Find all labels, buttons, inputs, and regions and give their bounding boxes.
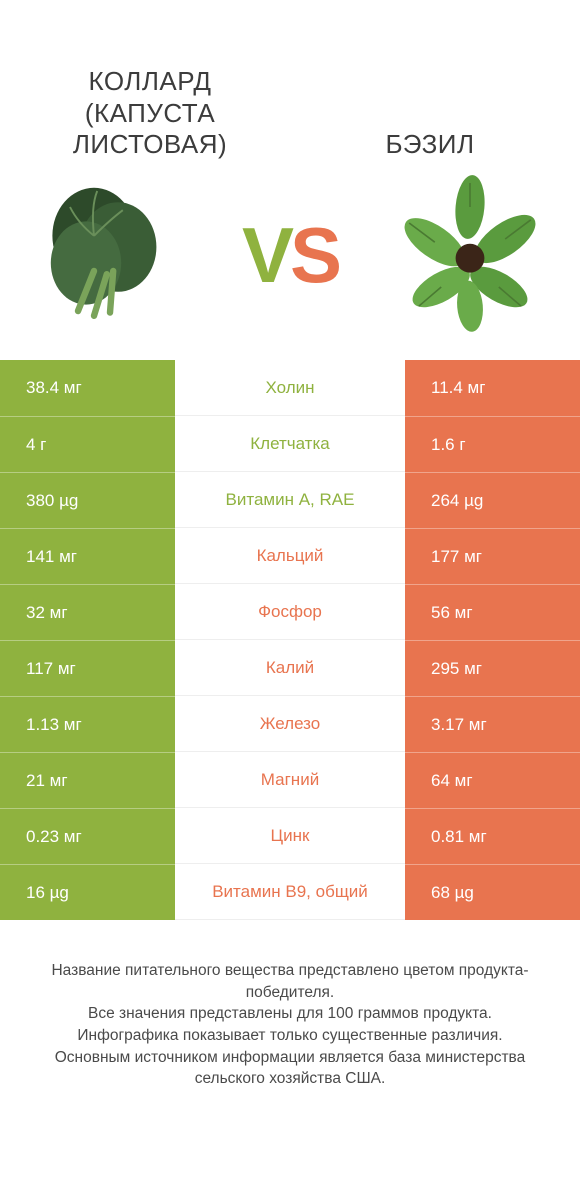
right-value-cell: 177 мг <box>405 528 580 584</box>
left-value-cell: 4 г <box>0 416 175 472</box>
nutrient-label: Магний <box>175 752 405 808</box>
right-value-cell: 0.81 мг <box>405 808 580 864</box>
nutrient-label: Витамин A, RAE <box>175 472 405 528</box>
footer-line: Название питательного вещества представл… <box>30 960 550 1003</box>
nutrient-label: Витамин B9, общий <box>175 864 405 920</box>
left-product-title: КОЛЛАРД (КАПУСТА ЛИСТОВАЯ) <box>40 66 260 160</box>
footer-line: Все значения представлены для 100 граммо… <box>30 1003 550 1025</box>
comparison-table: 38.4 мгХолин11.4 мг4 гКлетчатка1.6 г380 … <box>0 360 580 920</box>
nutrient-label: Холин <box>175 360 405 416</box>
table-row: 32 мгФосфор56 мг <box>0 584 580 640</box>
table-row: 380 µgВитамин A, RAE264 µg <box>0 472 580 528</box>
footer-notes: Название питательного вещества представл… <box>0 920 580 1090</box>
vs-s: S <box>290 211 338 299</box>
right-value-cell: 264 µg <box>405 472 580 528</box>
nutrient-label: Фосфор <box>175 584 405 640</box>
nutrient-label: Кальций <box>175 528 405 584</box>
table-row: 38.4 мгХолин11.4 мг <box>0 360 580 416</box>
nutrient-label: Клетчатка <box>175 416 405 472</box>
nutrient-label: Железо <box>175 696 405 752</box>
vs-v: V <box>242 211 290 299</box>
right-value-cell: 64 мг <box>405 752 580 808</box>
basil-icon <box>390 175 550 335</box>
footer-line: Инфографика показывает только существенн… <box>30 1025 550 1047</box>
right-value-cell: 56 мг <box>405 584 580 640</box>
table-row: 117 мгКалий295 мг <box>0 640 580 696</box>
table-row: 4 гКлетчатка1.6 г <box>0 416 580 472</box>
left-value-cell: 38.4 мг <box>0 360 175 416</box>
footer-line: Основным источником информации является … <box>30 1047 550 1090</box>
left-value-cell: 1.13 мг <box>0 696 175 752</box>
right-value-cell: 295 мг <box>405 640 580 696</box>
left-value-cell: 21 мг <box>0 752 175 808</box>
table-row: 0.23 мгЦинк0.81 мг <box>0 808 580 864</box>
header: КОЛЛАРД (КАПУСТА ЛИСТОВАЯ) БЭЗИЛ <box>0 0 580 160</box>
nutrient-label: Цинк <box>175 808 405 864</box>
left-value-cell: 117 мг <box>0 640 175 696</box>
right-value-cell: 11.4 мг <box>405 360 580 416</box>
left-value-cell: 141 мг <box>0 528 175 584</box>
left-value-cell: 16 µg <box>0 864 175 920</box>
table-row: 141 мгКальций177 мг <box>0 528 580 584</box>
table-row: 16 µgВитамин B9, общий68 µg <box>0 864 580 920</box>
left-value-cell: 0.23 мг <box>0 808 175 864</box>
right-product-title: БЭЗИЛ <box>320 129 540 160</box>
images-row: VS <box>0 160 580 360</box>
right-value-cell: 68 µg <box>405 864 580 920</box>
table-row: 1.13 мгЖелезо3.17 мг <box>0 696 580 752</box>
table-row: 21 мгМагний64 мг <box>0 752 580 808</box>
collard-icon <box>30 175 190 335</box>
right-value-cell: 1.6 г <box>405 416 580 472</box>
nutrient-label: Калий <box>175 640 405 696</box>
right-value-cell: 3.17 мг <box>405 696 580 752</box>
vs-label: VS <box>242 216 338 294</box>
left-value-cell: 32 мг <box>0 584 175 640</box>
left-value-cell: 380 µg <box>0 472 175 528</box>
